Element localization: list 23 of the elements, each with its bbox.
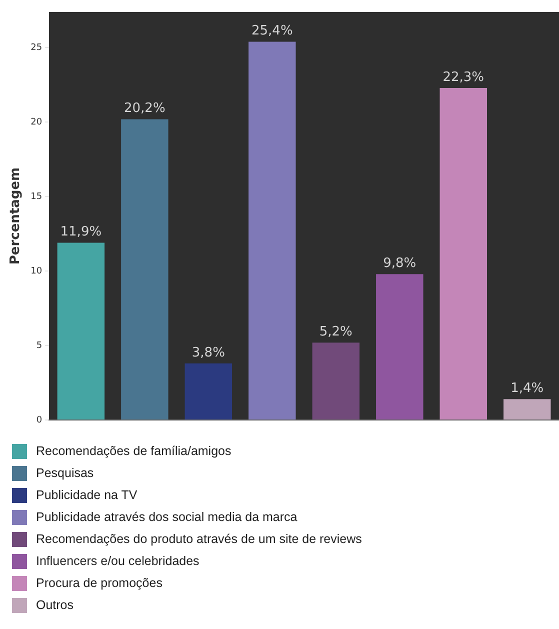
legend-label: Publicidade na TV <box>36 488 138 502</box>
y-tick-label: 10 <box>30 266 42 276</box>
data-label: 9,8% <box>383 256 416 271</box>
y-axis-title: Percentagem <box>8 167 24 265</box>
legend-label: Pesquisas <box>36 466 94 480</box>
data-label: 1,4% <box>510 381 544 396</box>
legend-label: Recomendações do produto através de um site de reviews <box>36 532 362 546</box>
legend-label: Recomendações de família/amigos <box>36 444 232 458</box>
y-tick-label: 5 <box>36 340 42 351</box>
y-tick-label: 15 <box>30 192 42 202</box>
data-label: 25,4% <box>252 24 293 39</box>
legend-label: Publicidade através dos social media da marca <box>36 510 298 524</box>
legend-label: Procura de promoções <box>36 576 162 590</box>
data-label: 11,9% <box>60 224 102 240</box>
y-tick-label: 0 <box>36 415 42 426</box>
legend-label: Influencers e/ou celebridades <box>36 554 200 568</box>
data-label: 20,2% <box>124 101 166 116</box>
data-label: 3,8% <box>192 345 225 360</box>
y-tick-label: 20 <box>30 118 42 128</box>
data-label: 22,3% <box>442 70 484 85</box>
legend-label: Outros <box>36 598 74 612</box>
y-tick-label: 25 <box>30 43 42 54</box>
data-label: 5,2% <box>319 324 352 340</box>
